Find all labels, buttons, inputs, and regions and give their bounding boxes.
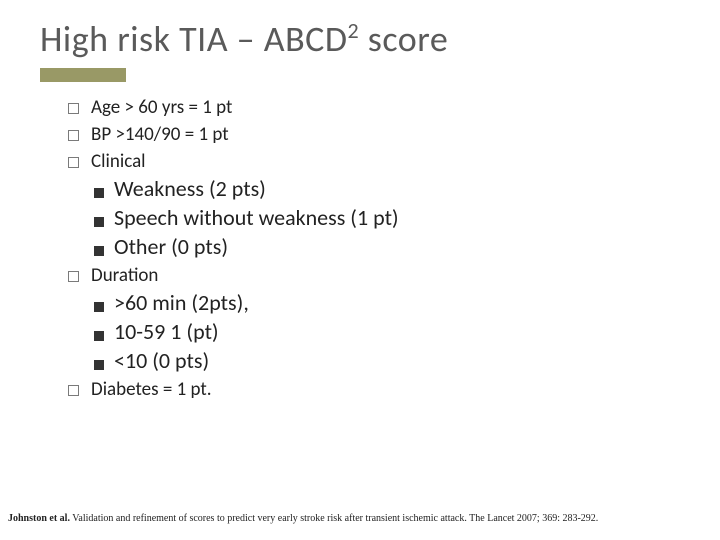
list-item-label: >60 min (2pts), <box>114 289 249 316</box>
list-item-label: Other (0 pts) <box>114 233 228 260</box>
list-item: Age > 60 yrs = 1 pt <box>68 96 680 119</box>
filled-square-bullet-icon <box>94 188 104 198</box>
filled-square-bullet-icon <box>94 360 104 370</box>
square-bullet-icon <box>68 103 79 114</box>
page-title: High risk TIA – ABCD2 score <box>40 20 680 60</box>
list-subitem: Other (0 pts) <box>94 233 680 260</box>
list-item: Diabetes = 1 pt. <box>68 378 680 401</box>
square-bullet-icon <box>68 157 79 168</box>
filled-square-bullet-icon <box>94 246 104 256</box>
list-item-label: Diabetes = 1 pt. <box>91 378 212 401</box>
filled-square-bullet-icon <box>94 331 104 341</box>
list-item: Clinical <box>68 150 680 173</box>
list-subitem: <10 (0 pts) <box>94 347 680 374</box>
citation-text: Validation and refinement of scores to p… <box>70 513 598 524</box>
title-wrap: High risk TIA – ABCD2 score <box>40 20 680 60</box>
list-item-label: Duration <box>91 264 158 287</box>
list-item-label: Speech without weakness (1 pt) <box>114 204 399 231</box>
list-item-label: Weakness (2 pts) <box>114 175 266 202</box>
list-item: Duration <box>68 264 680 287</box>
list-item: BP >140/90 = 1 pt <box>68 123 680 146</box>
square-bullet-icon <box>68 271 79 282</box>
list-item-label: BP >140/90 = 1 pt <box>91 123 229 146</box>
list-item-label: <10 (0 pts) <box>114 347 209 374</box>
filled-square-bullet-icon <box>94 217 104 227</box>
list-subitem: 10-59 1 (pt) <box>94 318 680 345</box>
accent-bar <box>40 68 126 82</box>
list-item-label: Clinical <box>91 150 146 173</box>
citation: Johnston et al. Validation and refinemen… <box>8 513 712 524</box>
citation-author: Johnston et al. <box>8 513 70 524</box>
list-item-label: Age > 60 yrs = 1 pt <box>91 96 232 119</box>
list-subitem: Weakness (2 pts) <box>94 175 680 202</box>
slide: High risk TIA – ABCD2 score Age > 60 yrs… <box>0 0 720 540</box>
list-subitem: >60 min (2pts), <box>94 289 680 316</box>
bullet-list: Age > 60 yrs = 1 pt BP >140/90 = 1 pt Cl… <box>40 96 680 401</box>
list-item-label: 10-59 1 (pt) <box>114 318 219 345</box>
filled-square-bullet-icon <box>94 302 104 312</box>
list-subitem: Speech without weakness (1 pt) <box>94 204 680 231</box>
square-bullet-icon <box>68 130 79 141</box>
square-bullet-icon <box>68 385 79 396</box>
